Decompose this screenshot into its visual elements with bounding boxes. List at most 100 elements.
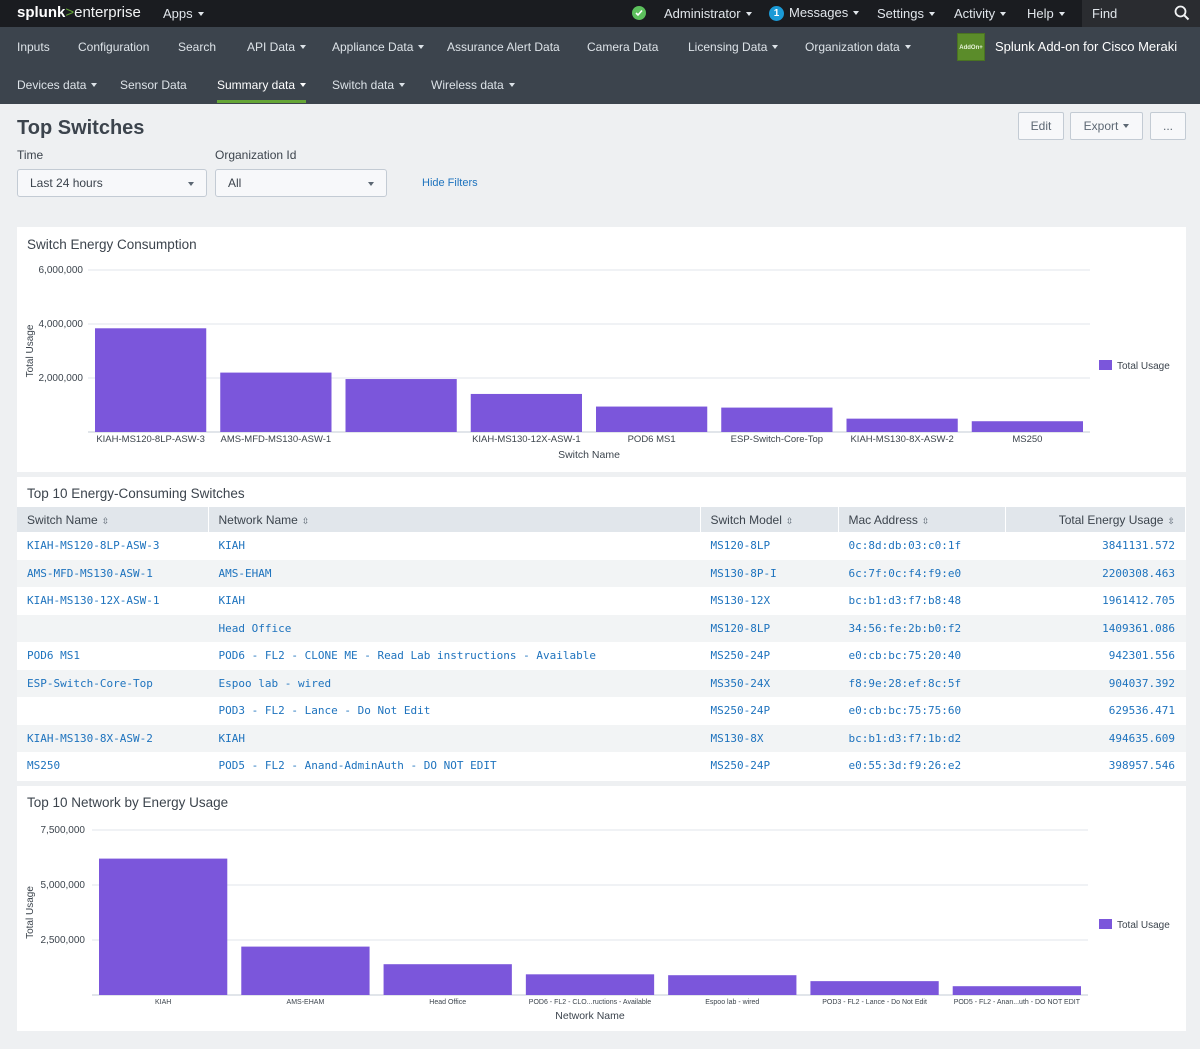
total-energy-usage-cell[interactable]: 1409361.086 — [1005, 614, 1186, 642]
network-name-cell[interactable]: KIAH — [218, 539, 246, 553]
health-status-check-icon[interactable] — [632, 6, 646, 20]
nav-inputs[interactable]: Inputs — [17, 40, 50, 54]
switch-name-cell[interactable]: ESP-Switch-Core-Top — [17, 669, 208, 697]
bar — [952, 986, 1081, 995]
mac-address-cell[interactable]: e0:55:3d:f9:26:e2 — [848, 759, 962, 773]
nav-assurance-alert-data[interactable]: Assurance Alert Data — [447, 40, 560, 54]
switch-name-cell[interactable]: MS250 — [27, 759, 61, 773]
chevron-down-icon — [418, 45, 425, 49]
network-name-cell[interactable]: POD3 - FL2 - Lance - Do Not Edit — [218, 704, 431, 718]
chevron-down-icon — [368, 182, 374, 186]
more-actions-button[interactable]: ... — [1150, 112, 1186, 140]
messages-label: Messages — [789, 5, 849, 20]
y-axis-label: Total Usage — [25, 324, 36, 377]
switch-name-cell[interactable] — [17, 697, 208, 725]
nav-devices-data[interactable]: Devices data — [17, 78, 98, 92]
total-energy-usage-cell[interactable]: 3841131.572 — [1102, 539, 1175, 553]
column-header-switch-name[interactable]: Switch Name ⇳ — [17, 507, 209, 532]
messages-menu[interactable]: 1 Messages — [769, 5, 860, 21]
switch-model-cell[interactable]: MS250-24P — [710, 704, 771, 718]
hide-filters-link[interactable]: Hide Filters — [422, 177, 478, 189]
time-dropdown[interactable]: Last 24 hours — [17, 169, 207, 197]
mac-address-cell[interactable]: bc:b1:d3:f7:1b:d2 — [838, 724, 1005, 752]
nav-organization-data[interactable]: Organization data — [805, 40, 911, 54]
switch-name-cell[interactable]: KIAH-MS130-12X-ASW-1 — [27, 594, 160, 608]
mac-address-cell[interactable]: f8:9e:28:ef:8c:5f — [838, 669, 1005, 697]
network-name-cell[interactable]: Head Office — [208, 614, 700, 642]
apps-menu[interactable]: Apps — [163, 6, 204, 21]
network-name-cell[interactable]: POD6 - FL2 - CLONE ME - Read Lab instruc… — [218, 649, 597, 663]
nav-configuration[interactable]: Configuration — [78, 40, 150, 54]
splunk-logo[interactable]: splunk>enterprise — [17, 4, 141, 21]
bar — [241, 946, 370, 995]
switch-name-cell[interactable]: POD6 MS1 — [27, 649, 80, 663]
mac-address-cell[interactable]: bc:b1:d3:f7:b8:48 — [848, 594, 962, 608]
switch-model-cell[interactable]: MS120-8LP — [700, 614, 838, 642]
network-name-cell[interactable]: POD5 - FL2 - Anand-AdminAuth - DO NOT ED… — [218, 759, 497, 773]
network-name-cell[interactable]: Espoo lab - wired — [208, 669, 700, 697]
column-header-network-name[interactable]: Network Name ⇳ — [208, 507, 701, 532]
activity-menu[interactable]: Activity — [954, 6, 1007, 21]
chevron-down-icon — [1000, 12, 1007, 16]
switch-model-cell[interactable]: MS120-8LP — [710, 539, 771, 553]
network-name-cell[interactable]: KIAH — [218, 594, 246, 608]
total-energy-usage-cell[interactable]: 398957.546 — [1108, 759, 1175, 773]
nav-switch-data[interactable]: Switch data — [332, 78, 406, 92]
chevron-down-icon — [300, 45, 307, 49]
sort-icon: ⇳ — [921, 515, 930, 526]
switch-model-cell[interactable]: MS130-8P-I — [700, 559, 838, 587]
switch-name-cell[interactable]: KIAH-MS130-8X-ASW-2 — [17, 724, 208, 752]
chevron-down-icon — [508, 83, 515, 87]
switch-model-cell[interactable]: MS350-24X — [700, 669, 838, 697]
switch-model-cell[interactable]: MS250-24P — [710, 759, 771, 773]
nav-licensing-data[interactable]: Licensing Data — [688, 40, 779, 54]
total-energy-usage-cell[interactable]: 904037.392 — [1005, 669, 1186, 697]
total-energy-usage-cell[interactable]: 1961412.705 — [1102, 594, 1175, 608]
export-button[interactable]: Export — [1070, 112, 1143, 140]
column-header-label: Mac Address — [848, 512, 918, 527]
switch-name-cell[interactable] — [17, 614, 208, 642]
find-search-box[interactable]: Find — [1082, 0, 1200, 27]
bar — [971, 421, 1083, 432]
switch-name-cell[interactable]: AMS-MFD-MS130-ASW-1 — [17, 559, 208, 587]
nav-wireless-data[interactable]: Wireless data — [431, 78, 515, 92]
mac-address-cell[interactable]: 6c:7f:0c:f4:f9:e0 — [838, 559, 1005, 587]
total-energy-usage-cell[interactable]: 942301.556 — [1108, 649, 1175, 663]
y-tick-label: 2,000,000 — [39, 373, 84, 384]
mac-address-cell[interactable]: 0c:8d:db:03:c0:1f — [848, 539, 962, 553]
nav-sensor-data[interactable]: Sensor Data — [120, 78, 187, 92]
chevron-down-icon — [399, 83, 406, 87]
settings-menu[interactable]: Settings — [877, 6, 935, 21]
nav-api-data[interactable]: API Data — [247, 40, 307, 54]
total-energy-usage-cell[interactable]: 629536.471 — [1108, 704, 1175, 718]
top-switches-table-panel: Top 10 Energy-Consuming Switches Switch … — [17, 477, 1186, 781]
edit-button[interactable]: Edit — [1018, 112, 1064, 140]
mac-address-cell[interactable]: 34:56:fe:2b:b0:f2 — [838, 614, 1005, 642]
switch-model-cell[interactable]: MS130-12X — [710, 594, 771, 608]
mac-address-cell[interactable]: e0:cb:bc:75:75:60 — [848, 704, 962, 718]
bar — [525, 974, 655, 995]
administrator-menu[interactable]: Administrator — [664, 6, 752, 21]
help-menu[interactable]: Help — [1027, 6, 1065, 21]
switch-model-cell[interactable]: MS250-24P — [710, 649, 771, 663]
nav-search[interactable]: Search — [178, 40, 217, 54]
legend-label: Total Usage — [1117, 920, 1170, 931]
column-header-total-energy-usage[interactable]: Total Energy Usage ⇳ — [1005, 507, 1186, 532]
page-title: Top Switches — [17, 117, 145, 139]
nav-appliance-data[interactable]: Appliance Data — [332, 40, 425, 54]
total-energy-usage-cell[interactable]: 494635.609 — [1005, 724, 1186, 752]
nav-camera-data[interactable]: Camera Data — [587, 40, 659, 54]
network-name-cell[interactable]: AMS-EHAM — [208, 559, 700, 587]
search-icon[interactable] — [1174, 5, 1190, 21]
bar — [220, 372, 332, 432]
chevron-down-icon — [188, 182, 194, 186]
total-energy-usage-cell[interactable]: 2200308.463 — [1005, 559, 1186, 587]
switch-model-cell[interactable]: MS130-8X — [700, 724, 838, 752]
nav-summary-data[interactable]: Summary data — [217, 78, 307, 103]
mac-address-cell[interactable]: e0:cb:bc:75:20:40 — [848, 649, 962, 663]
column-header-mac-address[interactable]: Mac Address ⇳ — [838, 507, 1006, 532]
organization-dropdown[interactable]: All — [215, 169, 387, 197]
column-header-switch-model[interactable]: Switch Model ⇳ — [700, 507, 839, 532]
network-name-cell[interactable]: KIAH — [208, 724, 700, 752]
switch-name-cell[interactable]: KIAH-MS120-8LP-ASW-3 — [27, 539, 160, 553]
